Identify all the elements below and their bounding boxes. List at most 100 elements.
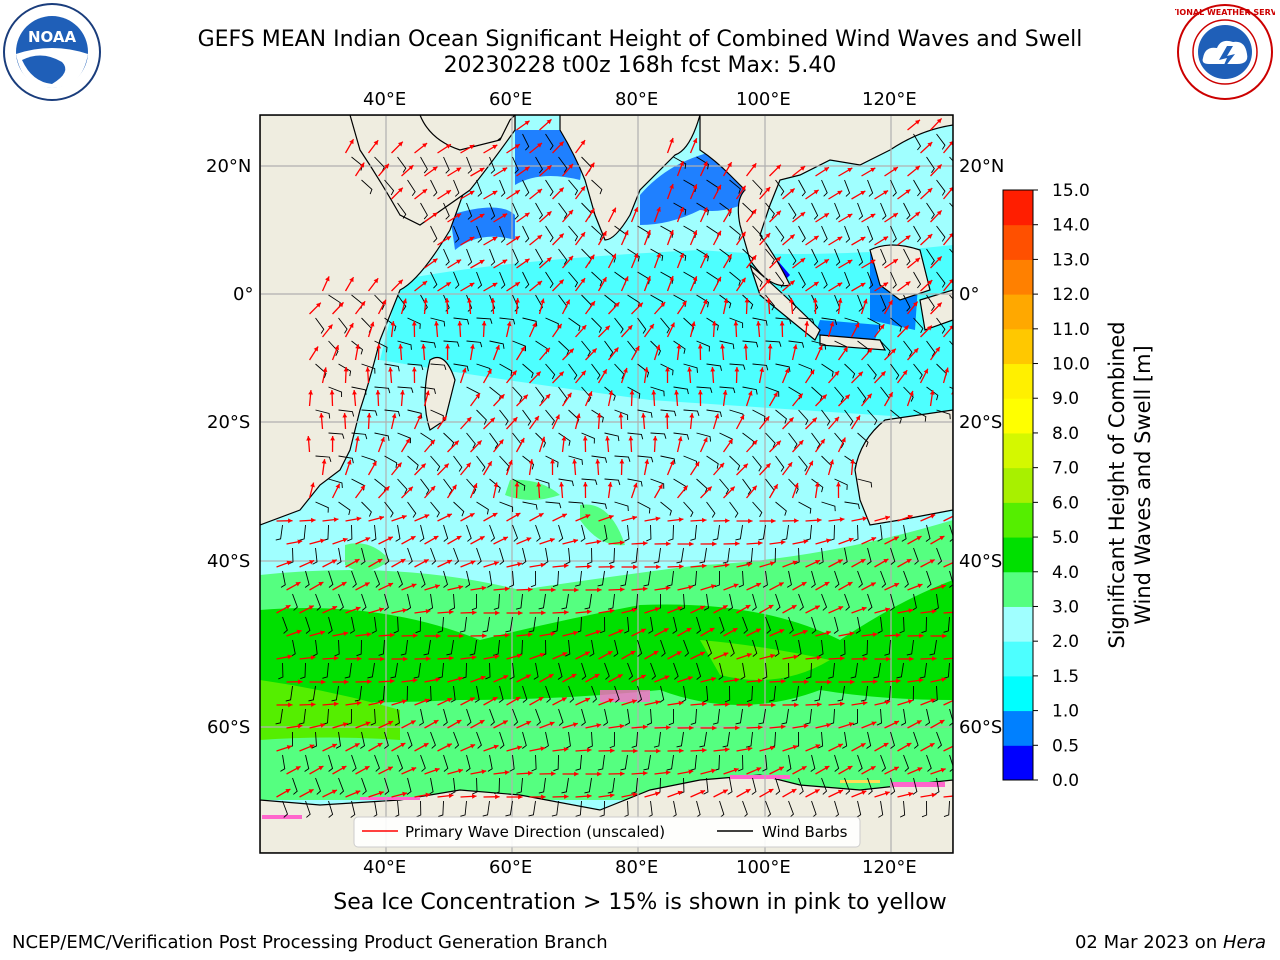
- madagascar: [424, 356, 456, 431]
- wind-barb: [446, 639, 454, 656]
- wind-barb: [660, 501, 672, 516]
- wave-arrowhead: [580, 278, 586, 284]
- wind-barb: [683, 363, 698, 373]
- wind-barb: [499, 731, 505, 749]
- wave-arrowhead: [895, 678, 901, 684]
- wave-arrowhead: [609, 793, 615, 798]
- wave-arrowhead: [545, 347, 550, 353]
- wave-arrowhead: [686, 628, 692, 633]
- wave-arrowhead: [528, 459, 534, 464]
- wave-arrowhead: [958, 117, 963, 122]
- colorbar-segment: [1003, 328, 1033, 365]
- wave-arrowhead: [586, 609, 592, 615]
- wave-arrowhead: [341, 582, 347, 587]
- wind-barb: [673, 432, 690, 440]
- wind-barb: [597, 754, 605, 771]
- wave-arrowhead: [446, 743, 452, 748]
- wind-barb: [844, 409, 854, 426]
- wave-arrowhead: [568, 255, 574, 261]
- wave-arrowhead: [778, 582, 784, 587]
- wave-arrowhead: [814, 789, 820, 794]
- wave-arrowhead: [664, 675, 670, 680]
- wave-arrowhead: [808, 460, 813, 466]
- wind-barb: [328, 340, 339, 357]
- wind-barb: [949, 570, 953, 588]
- wave-arrowhead: [628, 436, 634, 441]
- wind-barb: [714, 570, 720, 588]
- wave-arrowhead: [327, 324, 333, 330]
- wind-barb: [913, 271, 922, 289]
- wind-barb: [476, 547, 482, 565]
- wave-arrowhead: [814, 605, 820, 610]
- wave-arrowhead: [481, 769, 487, 775]
- wind-barb: [943, 616, 950, 633]
- wave-arrowhead: [425, 792, 431, 798]
- wave-arrowhead: [870, 213, 876, 219]
- wave-arrowhead: [520, 437, 525, 443]
- wind-barb: [360, 731, 366, 749]
- wave-arrowhead: [949, 232, 953, 238]
- wave-arrowhead: [953, 560, 958, 564]
- wind-barb: [828, 662, 835, 679]
- wind-barb: [545, 133, 554, 151]
- wind-barb: [384, 409, 401, 417]
- wind-barb: [821, 271, 828, 289]
- wind-barb: [896, 662, 904, 679]
- colorbar-tick-label: 13.0: [1052, 250, 1090, 270]
- wave-arrowhead: [540, 436, 546, 442]
- wind-barb: [834, 432, 845, 449]
- wave-arrowhead: [669, 229, 674, 235]
- wind-barb: [315, 317, 325, 334]
- wave-arrowhead: [965, 634, 969, 639]
- wave-arrowhead: [608, 698, 614, 704]
- wave-arrowhead: [563, 563, 569, 569]
- colorbar-tick-label: 12.0: [1052, 285, 1090, 305]
- wave-arrowhead: [629, 390, 635, 395]
- wave-arrowhead: [537, 142, 543, 148]
- top-lon-label: 100°E: [736, 89, 791, 110]
- wave-arrowhead: [666, 541, 671, 547]
- wind-barb: [374, 340, 388, 353]
- footer-host: Hera: [1222, 932, 1266, 953]
- wind-barb: [614, 317, 624, 334]
- wind-barb: [706, 409, 722, 418]
- wind-barb: [591, 225, 603, 241]
- wind-barb: [913, 179, 922, 197]
- wave-arrowhead: [620, 587, 625, 592]
- southeast-asia: [699, 115, 953, 287]
- wave-arrowhead: [514, 144, 520, 149]
- wind-barb: [821, 179, 828, 197]
- wind-barb: [535, 478, 550, 489]
- wind-barb: [508, 570, 515, 588]
- wind-barb: [676, 731, 684, 748]
- wind-barb: [810, 754, 816, 772]
- wind-barb: [499, 271, 506, 289]
- wave-arrowhead: [320, 723, 326, 728]
- wave-direction-layer: [276, 117, 969, 800]
- wind-barb: [522, 225, 530, 243]
- wave-arrowhead: [746, 653, 752, 658]
- wave-arrowhead: [860, 190, 866, 196]
- left-lat-label: 0°: [233, 284, 254, 305]
- wave-arrowhead: [841, 437, 846, 443]
- wind-barb: [729, 501, 739, 518]
- wind-barb: [395, 524, 401, 542]
- wind-barb: [631, 731, 638, 748]
- wind-barb: [775, 271, 785, 288]
- colorbar-segment: [1003, 398, 1033, 434]
- colorbar-frame: [1002, 189, 1034, 781]
- wave-arrowhead: [456, 259, 462, 264]
- wave-arrowhead: [801, 766, 807, 771]
- wind-barb: [765, 248, 775, 265]
- wave-arrowhead: [638, 302, 643, 308]
- wave-arrowhead: [479, 536, 485, 541]
- wave-arrowhead: [288, 518, 293, 524]
- wind-barb: [351, 340, 364, 355]
- wave-arrowhead: [735, 541, 740, 547]
- wind-barb: [575, 754, 582, 771]
- wave-arrowhead: [813, 281, 819, 287]
- wind-barb: [857, 294, 864, 312]
- wind-barb: [557, 662, 563, 680]
- wind-barb: [499, 409, 509, 426]
